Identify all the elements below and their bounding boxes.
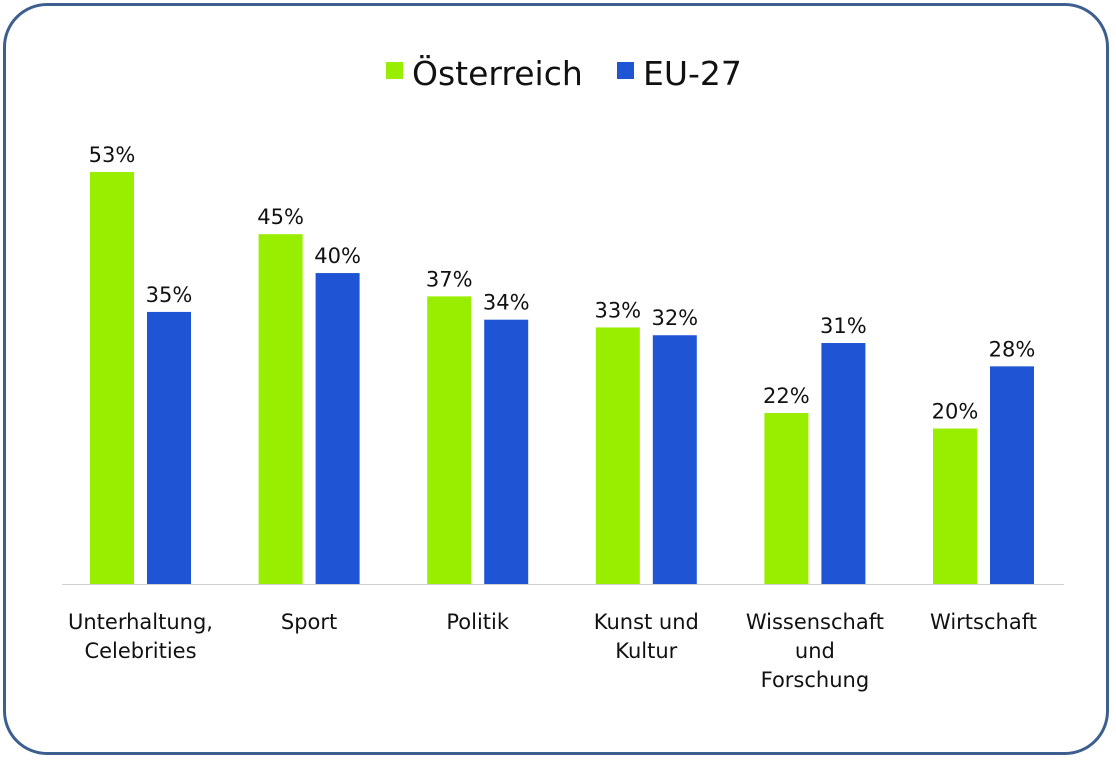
value-label-1-0: 35% — [146, 283, 193, 307]
value-label-0-3: 33% — [594, 298, 641, 322]
value-label-1-1: 40% — [314, 244, 361, 268]
value-label-1-4: 31% — [820, 314, 867, 338]
bar-1-1 — [315, 273, 360, 584]
value-label-0-2: 37% — [426, 267, 473, 291]
category-labels: Unterhaltung, Celebrities Sport Politik Kuns… — [68, 610, 1037, 692]
category-label-3-1: Kultur — [615, 639, 677, 663]
legend-swatch-0 — [386, 62, 403, 79]
bar-1-3 — [652, 335, 697, 584]
value-label-0-0: 53% — [89, 143, 136, 167]
value-label-0-4: 22% — [763, 384, 810, 408]
value-label-0-5: 20% — [932, 400, 979, 424]
value-label-1-5: 28% — [989, 337, 1036, 361]
category-label-4-0: Wissenschaft — [746, 610, 884, 634]
category-label-4-2: Forschung — [761, 668, 870, 692]
bar-0-4 — [764, 412, 809, 584]
bar-0-3 — [595, 327, 640, 584]
bar-1-5 — [990, 366, 1034, 584]
bars: 53% 35% 45% 40% 37% 34% 33% 32% 22% 31% 20% 28% — [89, 143, 1036, 585]
legend-label-0: Österreich — [412, 53, 583, 93]
category-label-2-0: Politik — [446, 610, 510, 634]
category-label-4-1: und — [795, 639, 835, 663]
legend-label-1: EU-27 — [643, 54, 742, 93]
bar-1-2 — [484, 319, 529, 584]
category-label-0-0: Unterhaltung, — [68, 610, 213, 634]
bar-1-4 — [821, 343, 866, 584]
bar-0-5 — [933, 428, 977, 584]
category-label-3-0: Kunst und — [594, 610, 699, 634]
bar-0-1 — [258, 234, 303, 585]
bar-1-0 — [147, 311, 191, 584]
legend-swatch-1 — [617, 62, 634, 79]
value-label-1-2: 34% — [483, 291, 530, 315]
bar-0-0 — [90, 172, 134, 584]
value-label-1-3: 32% — [651, 306, 698, 330]
legend: Österreich EU-27 — [386, 53, 742, 93]
category-label-0-1: Celebrities — [84, 639, 196, 663]
bar-0-2 — [427, 296, 472, 584]
category-label-1-0: Sport — [281, 610, 337, 634]
category-label-5-0: Wirtschaft — [930, 610, 1037, 634]
value-label-0-1: 45% — [257, 205, 304, 229]
